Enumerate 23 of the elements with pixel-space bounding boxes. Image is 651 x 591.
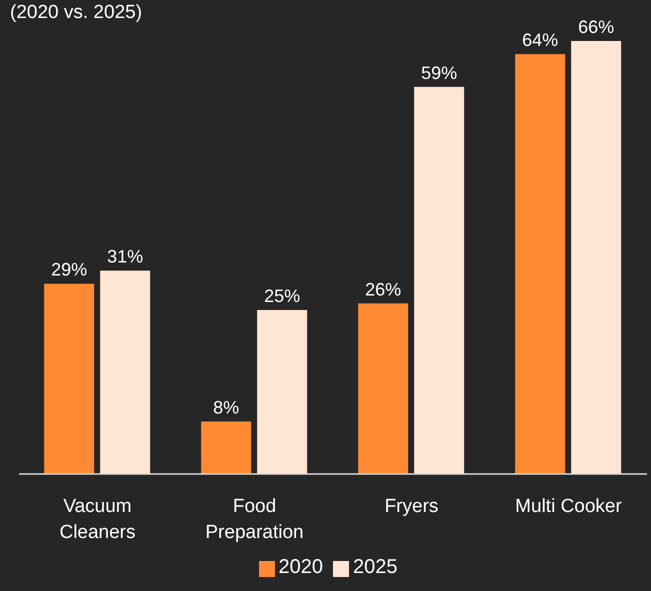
- bar: [515, 54, 566, 474]
- legend-label: 2020: [278, 556, 323, 578]
- data-label: 64%: [522, 30, 558, 50]
- bar: [201, 422, 252, 474]
- data-label: 31%: [107, 246, 144, 267]
- bar: [100, 270, 150, 474]
- bar: [44, 284, 94, 474]
- legend-label: 2025: [353, 556, 398, 578]
- bar: [358, 303, 408, 474]
- data-label: 66%: [578, 17, 614, 37]
- data-label: 8%: [213, 398, 240, 418]
- data-label: 59%: [421, 62, 458, 83]
- data-label: 29%: [51, 260, 88, 280]
- x-tick-label: Food Preparation: [205, 496, 304, 543]
- bar: [257, 310, 308, 474]
- data-label: 26%: [365, 279, 402, 300]
- x-tick-label: Fryers: [384, 496, 438, 517]
- bar: [414, 86, 464, 474]
- x-tick-label: Vacuum Cleaners: [59, 496, 136, 543]
- chart-subtitle: (2020 vs. 2025): [10, 2, 142, 24]
- bar: [571, 41, 622, 474]
- data-label: 25%: [264, 286, 300, 306]
- x-tick-label: Multi Cooker: [515, 496, 622, 517]
